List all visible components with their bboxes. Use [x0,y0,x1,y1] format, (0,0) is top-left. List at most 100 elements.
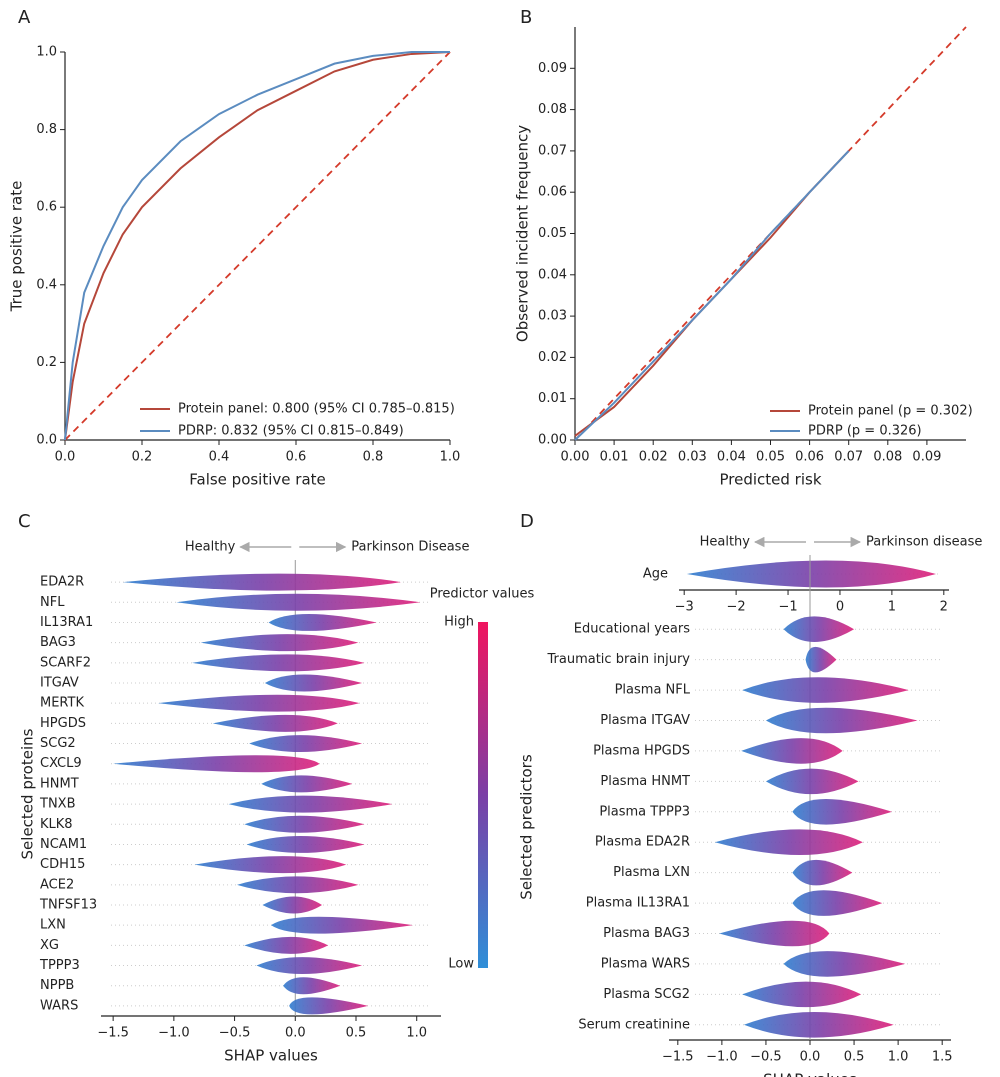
category-label: Plasma ITGAV [600,713,690,728]
x-tick-label: 0.08 [873,450,902,465]
swarm [783,616,855,642]
category-label: Plasma LXN [613,865,690,880]
y-tick-label: 0.6 [36,200,57,215]
swarm [192,654,365,672]
swarm [176,593,421,611]
swarm [792,890,883,916]
category-label: HNMT [40,776,79,791]
swarm [742,981,862,1008]
colorbar-low: Low [448,957,474,972]
x-tick-label: −1.0 [158,1026,190,1041]
x-tick-label: 0.01 [600,450,629,465]
swarm [743,1012,894,1038]
category-label: IL13RA1 [40,615,93,630]
swarm [237,876,359,894]
y-tick-label: 0.4 [36,277,57,292]
category-label: LXN [40,918,66,933]
category-label: Plasma HNMT [600,774,690,789]
category-label: NFL [40,595,65,610]
swarm [212,714,338,732]
x-tick-label: −2 [727,600,746,615]
swarm [765,707,918,734]
x-tick-label: 1.0 [406,1026,427,1041]
y-tick-label: 0.2 [36,355,57,370]
x-tick-label: 0.02 [639,450,668,465]
swarm [289,997,369,1015]
swarm [283,977,341,995]
swarm [714,829,863,855]
panel-label: A [18,7,31,28]
swarm [194,856,347,874]
swarm [742,677,909,703]
x-tick-label: 0.00 [561,450,590,465]
x-tick-label: 0.5 [844,1050,865,1065]
swarm [200,634,359,652]
swarm [261,775,353,793]
swarm [256,957,363,975]
category-label: SCG2 [40,736,76,751]
swarm [122,573,401,591]
y-axis-label: Selected proteins [19,728,37,859]
swarm [741,738,843,764]
healthy-label: Healthy [700,535,751,550]
legend-label: Protein panel (p = 0.302) [808,404,973,419]
series-line [64,51,450,441]
category-label: TNFSF13 [39,898,97,913]
category-label: HPGDS [40,716,86,731]
x-tick-label: 0.07 [834,450,863,465]
y-tick-label: 0.09 [538,61,567,76]
x-tick-label: −1 [778,600,797,615]
category-label: Plasma TPPP3 [599,804,690,819]
category-label: TPPP3 [39,958,80,973]
category-label: Plasma BAG3 [603,926,690,941]
category-label: Plasma WARS [601,956,690,971]
colorbar [478,622,488,968]
category-label: Traumatic brain injury [547,652,691,667]
swarm [792,859,853,886]
category-label: NPPB [40,978,74,993]
x-tick-label: 0.0 [55,450,76,465]
swarm [244,815,365,833]
x-tick-label: −1.5 [97,1026,129,1041]
category-label: NCAM1 [40,837,87,852]
category-label: Serum creatinine [578,1017,690,1032]
category-label: KLK8 [40,817,73,832]
x-axis-label: SHAP values [224,1047,318,1065]
category-label: Age [643,567,668,582]
x-axis-label: Predicted risk [719,471,821,489]
swarm [264,674,363,692]
disease-label: Parkinson Disease [351,540,469,555]
x-tick-label: 0.04 [717,450,746,465]
x-tick-label: 1 [888,600,896,615]
y-tick-label: 0.8 [36,122,57,137]
x-tick-label: 1.0 [440,450,461,465]
swarm [228,795,393,813]
healthy-label: Healthy [185,540,236,555]
x-tick-label: 0.06 [795,450,824,465]
category-label: Plasma HPGDS [593,743,690,758]
category-label: CXCL9 [40,756,82,771]
category-label: CDH15 [40,857,85,872]
colorbar-high: High [444,615,474,630]
legend-label: PDRP (p = 0.326) [808,424,922,439]
series-line [574,150,850,441]
swarm [792,799,892,825]
swarm [783,951,906,977]
series-line [64,51,451,441]
legend-label: Protein panel: 0.800 (95% CI 0.785–0.815… [178,402,455,417]
y-axis-label: True positive rate [8,181,26,313]
disease-label: Parkinson disease [866,535,982,550]
swarm [686,560,937,588]
x-tick-label: 0.6 [286,450,307,465]
x-tick-label: 1.0 [888,1050,909,1065]
panel-label: B [520,7,532,28]
x-tick-label: 0 [836,600,844,615]
x-tick-label: 0.4 [209,450,230,465]
y-tick-label: 0.06 [538,185,567,200]
swarm [249,735,363,753]
swarm [246,835,365,853]
x-tick-label: 0.05 [756,450,785,465]
x-tick-label: 2 [940,600,948,615]
panel-label: D [520,511,534,532]
